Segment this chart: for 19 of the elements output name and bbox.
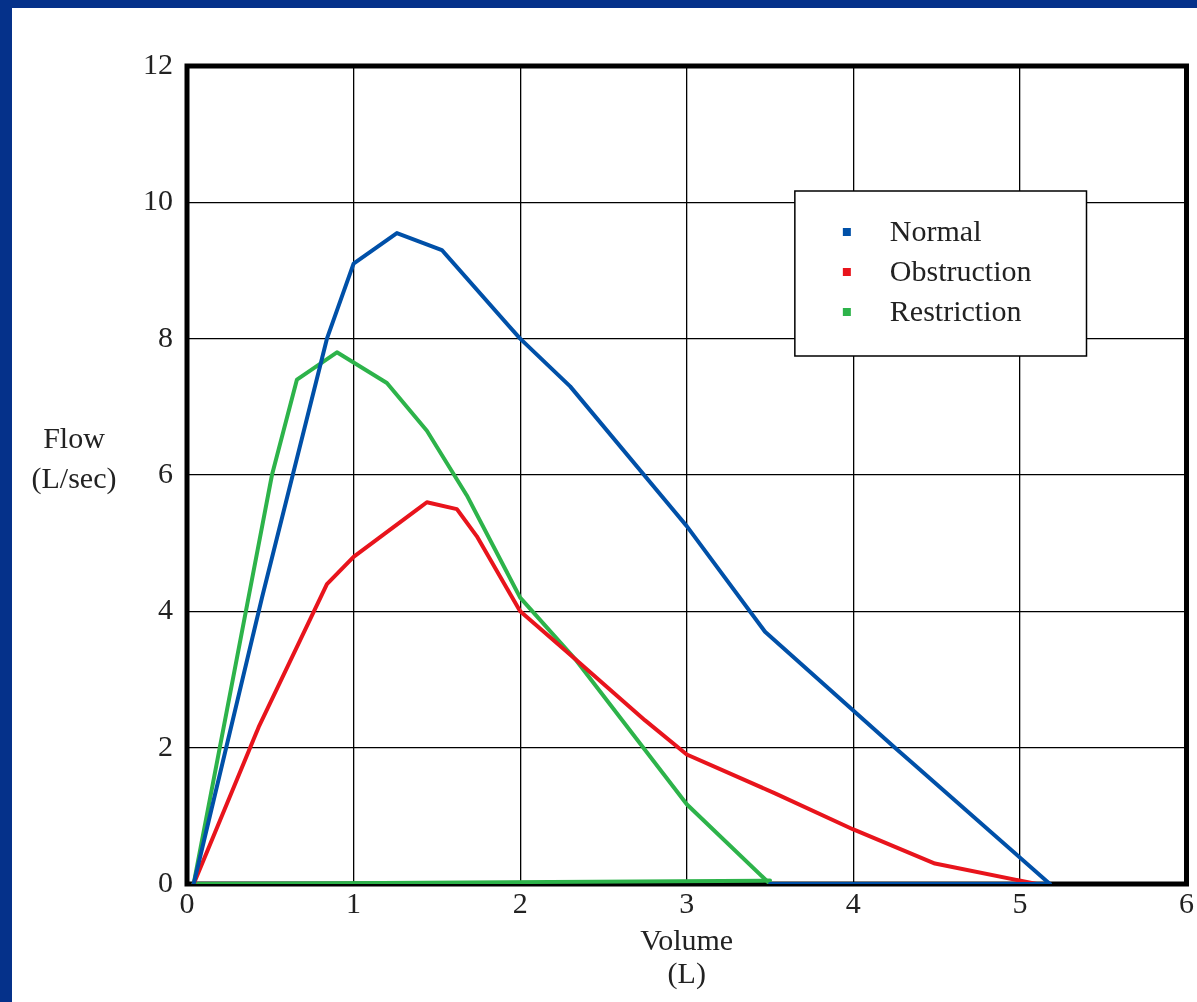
x-tick-label: 3 [679, 885, 695, 919]
y-tick-label: 2 [158, 728, 173, 762]
legend-label: Obstruction [889, 253, 1032, 287]
legend-label: Restriction [889, 293, 1022, 327]
y-axis-title: Flow (L/sec) [31, 420, 117, 495]
legend-label: Normal [889, 213, 982, 247]
x-tick-label: 6 [1179, 885, 1194, 919]
x-axis-title: Volume (L) [640, 923, 734, 991]
y-tick-label: 4 [158, 592, 173, 626]
x-tick-label: 5 [1012, 885, 1028, 919]
y-tick-label: 6 [158, 455, 173, 489]
y-tick-label: 12 [143, 46, 173, 80]
y-tick-label: 10 [143, 183, 173, 217]
x-tick-label: 2 [512, 885, 528, 919]
x-tick-label: 4 [845, 885, 861, 919]
x-tick-label: 0 [179, 885, 195, 919]
y-tick-label: 8 [158, 319, 173, 353]
y-tick-label: 0 [158, 864, 173, 898]
x-tick-label: 1 [346, 885, 362, 919]
